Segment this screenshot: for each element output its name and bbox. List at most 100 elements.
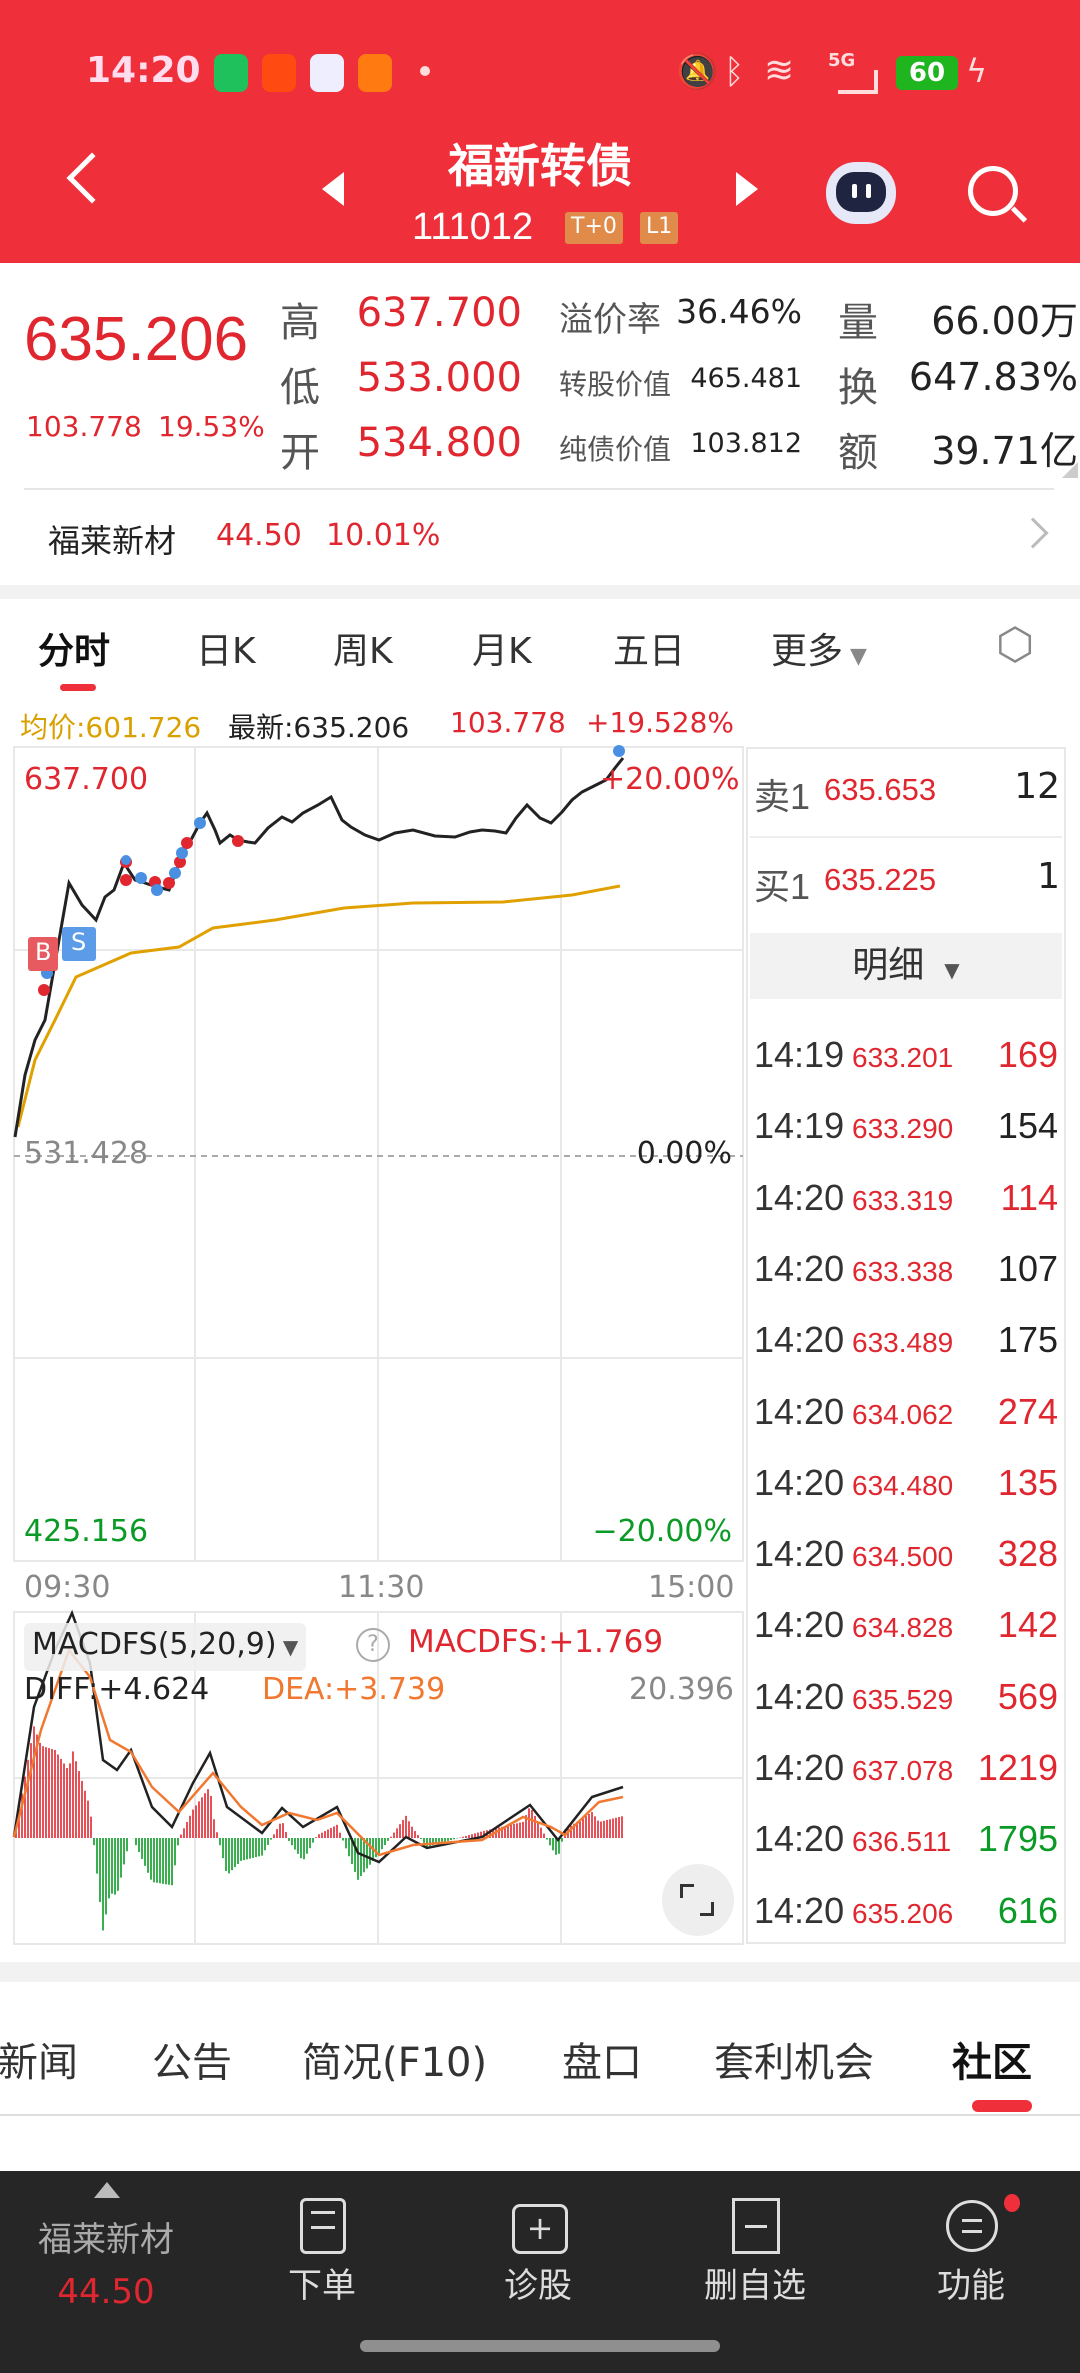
trade-row: 14:20 633.338 107 (750, 1248, 1062, 1308)
bid1-price: 635.225 (824, 862, 937, 897)
trade-price: 635.206 (852, 1897, 954, 1929)
tab-intraday[interactable]: 分时 (38, 631, 111, 672)
page-title: 福新转债 (448, 139, 632, 193)
level-badge: L1 (640, 212, 679, 244)
indicator-selector[interactable]: MACDFS(5,20,9) ▼ (24, 1623, 307, 1671)
nav-functions[interactable]: 功能 (937, 2266, 1005, 2306)
related-stock-row[interactable]: 福莱新材 44.50 10.01% (0, 492, 1080, 584)
tab-news[interactable]: 新闻 (0, 2040, 78, 2086)
battery-icon: 60 (896, 56, 958, 90)
network-type: 5G (828, 50, 856, 71)
tab-five-day[interactable]: 五日 (613, 631, 686, 672)
trade-row: 14:20 635.529 569 (750, 1676, 1062, 1736)
sell-dot (135, 872, 147, 884)
nav-order[interactable]: 下单 (288, 2266, 356, 2306)
trade-price: 637.078 (852, 1755, 954, 1786)
section-gap (0, 1962, 1080, 1982)
trade-volume: 135 (997, 1461, 1058, 1503)
detail-button[interactable]: 明细 ▼ (750, 933, 1062, 999)
chart-settings-icon[interactable]: ⬡ (996, 619, 1035, 670)
trade-volume: 569 (997, 1675, 1058, 1717)
axis-high-price: 637.700 (24, 762, 149, 797)
trade-row: 14:20 636.511 1795 (750, 1818, 1062, 1878)
more-notifications-dot (420, 66, 430, 76)
collapse-up-icon (94, 2182, 120, 2198)
nav-related-stock[interactable]: 福莱新材 44.50 (6, 2178, 206, 2328)
diagnose-icon[interactable]: + (512, 2204, 568, 2254)
buy-marker-label: B (35, 938, 52, 966)
signal-icon (838, 70, 878, 94)
next-stock-icon[interactable] (736, 172, 758, 206)
bid1-volume: 1 (1037, 856, 1060, 897)
dea-value: DEA:+3.739 (262, 1672, 446, 1707)
axis-mid-price: 531.428 (24, 1136, 149, 1171)
remove-watchlist-icon[interactable] (732, 2198, 780, 2254)
trade-row: 14:20 634.062 274 (750, 1391, 1062, 1451)
prev-stock-icon[interactable] (322, 172, 344, 206)
ask1-volume: 12 (1014, 766, 1060, 807)
quote-label: 开 (280, 430, 320, 476)
axis-mid-pct: 0.00% (636, 1136, 732, 1171)
tab-profile-f10[interactable]: 简况(F10) (302, 2040, 488, 2086)
charging-icon: ϟ (966, 52, 988, 90)
home-indicator[interactable] (360, 2340, 720, 2352)
nav-remove-watchlist[interactable]: 删自选 (704, 2266, 806, 2306)
nav-diagnose[interactable]: 诊股 (504, 2266, 572, 2306)
tab-daily-k[interactable]: 日K (196, 631, 256, 672)
trade-price: 634.500 (852, 1541, 954, 1573)
bluetooth-icon: ᛒ (724, 52, 745, 92)
sell-dot (613, 745, 625, 757)
assistant-robot-icon[interactable] (826, 162, 896, 224)
trade-price: 634.480 (852, 1469, 954, 1501)
quote-value: 103.812 (690, 428, 802, 459)
detail-label: 明细 (852, 945, 925, 986)
axis-low-pct: −20.00% (592, 1514, 732, 1549)
price-line (13, 757, 625, 1138)
trade-time: 14:20 (754, 1889, 845, 1931)
trade-time: 14:20 (754, 1604, 845, 1646)
bond-code: 111012 (412, 206, 534, 248)
notification-dot (1004, 2194, 1020, 2212)
trade-time: 14:20 (754, 1390, 845, 1432)
trade-row: 14:19 633.201 169 (750, 1034, 1062, 1094)
axis-high-pct: +20.00% (600, 762, 740, 797)
nav-stock-price: 44.50 (57, 2272, 155, 2312)
app-header (0, 0, 1080, 263)
tab-more-label: 更多 (771, 631, 844, 672)
divider (0, 2114, 1080, 2116)
indicator-name: MACDFS(5,20,9) (32, 1627, 277, 1662)
sell-marker-label: S (71, 928, 87, 956)
quote-value: 534.800 (356, 420, 522, 466)
search-icon[interactable] (968, 166, 1018, 216)
order-icon[interactable] (300, 2198, 346, 2254)
last-price: 635.206 (24, 305, 249, 374)
tab-more[interactable]: 更多 ▼ (771, 622, 867, 674)
dea-line (12, 1647, 624, 1857)
tab-announcements[interactable]: 公告 (152, 2040, 232, 2086)
quote-value: 465.481 (690, 363, 802, 394)
trade-time: 14:20 (754, 1675, 845, 1717)
trade-row: 14:20 633.489 175 (750, 1319, 1062, 1379)
buy-dot (232, 835, 244, 847)
tab-weekly-k[interactable]: 周K (333, 631, 393, 672)
intraday-chart[interactable] (0, 0, 1080, 2000)
quote-label: 转股价值 (559, 368, 672, 401)
fullscreen-button[interactable] (662, 1864, 734, 1936)
expand-corner-icon[interactable] (1062, 462, 1078, 478)
tab-community[interactable]: 社区 (952, 2040, 1032, 2086)
tab-arbitrage[interactable]: 套利机会 (714, 2040, 874, 2086)
latest-price: 最新:635.206 (228, 711, 410, 744)
functions-icon[interactable] (946, 2200, 998, 2252)
trade-volume: 169 (997, 1034, 1058, 1075)
trade-row: 14:20 634.828 142 (750, 1604, 1062, 1664)
quote-value: 647.83% (908, 355, 1078, 399)
macd-histogram (15, 1726, 623, 1931)
tab-monthly-k[interactable]: 月K (472, 631, 532, 672)
macdfs-value: MACDFS:+1.769 (408, 1624, 664, 1660)
latest-pct: +19.528% (586, 706, 735, 739)
app-notification-icon (262, 54, 296, 92)
time-label-close: 15:00 (648, 1570, 735, 1605)
quote-value: 66.00万 (931, 299, 1078, 343)
help-icon[interactable]: ? (356, 1628, 390, 1662)
tab-order-book[interactable]: 盘口 (562, 2040, 642, 2086)
